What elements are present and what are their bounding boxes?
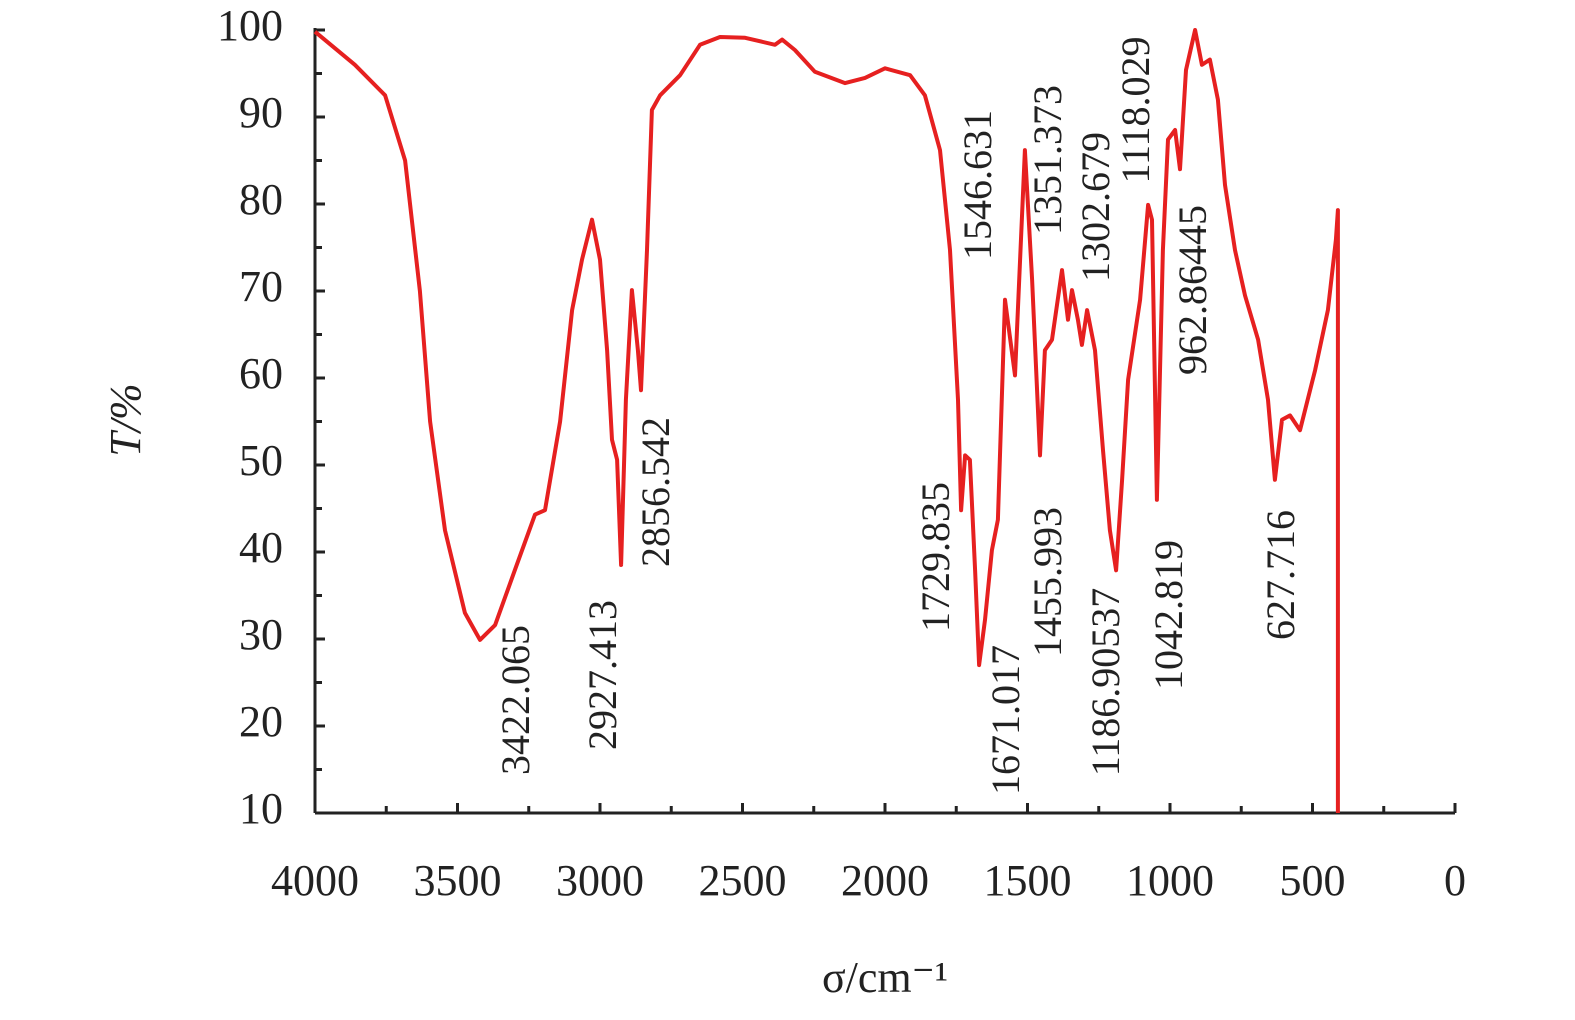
y-tick-label: 40 [239, 523, 283, 572]
y-tick-label: 50 [239, 436, 283, 485]
y-tick-label: 60 [239, 349, 283, 398]
y-tick-label: 10 [239, 784, 283, 833]
y-tick-label: 90 [239, 88, 283, 137]
spectrum-line [313, 28, 1340, 813]
peak-label: 3422.065 [493, 625, 538, 775]
x-tick-label: 2500 [699, 856, 787, 905]
peak-label: 2856.542 [633, 417, 678, 567]
x-tick-label: 1000 [1126, 856, 1214, 905]
y-tick-label: 80 [239, 175, 283, 224]
x-tick-label: 3500 [414, 856, 502, 905]
peak-label: 1729.835 [913, 482, 958, 632]
x-tick-label: 500 [1280, 856, 1346, 905]
peak-label: 2927.413 [580, 600, 625, 750]
x-tick-label: 2000 [841, 856, 929, 905]
peak-label: 1351.373 [1025, 85, 1070, 235]
peak-label: 627.716 [1258, 510, 1303, 640]
peak-label: 962.86445 [1170, 205, 1215, 375]
peak-label: 1455.993 [1025, 507, 1070, 657]
x-tick-label: 3000 [556, 856, 644, 905]
x-tick-label: 0 [1444, 856, 1466, 905]
y-tick-label: 100 [217, 1, 283, 50]
peak-label: 1042.819 [1146, 540, 1191, 690]
y-tick-label: 20 [239, 697, 283, 746]
x-tick-label: 1500 [984, 856, 1072, 905]
peak-label: 1546.631 [955, 110, 1000, 260]
peak-label: 1302.679 [1073, 132, 1118, 282]
peak-label: 1186.90537 [1083, 588, 1128, 777]
y-tick-label: 30 [239, 610, 283, 659]
x-axis-label: σ/cm⁻¹ [822, 953, 948, 1002]
peak-label: 1671.017 [983, 645, 1028, 795]
y-tick-label: 70 [239, 262, 283, 311]
y-axis-label: T/% [101, 383, 150, 456]
x-tick-label: 4000 [271, 856, 359, 905]
peak-label: 1118.029 [1113, 36, 1158, 183]
